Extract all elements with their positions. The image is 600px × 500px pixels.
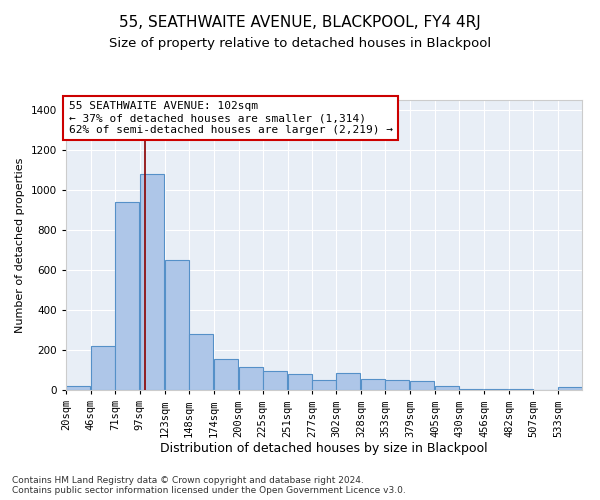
Text: Size of property relative to detached houses in Blackpool: Size of property relative to detached ho… [109,38,491,51]
Bar [410,381,434,390]
Bar [263,371,287,390]
Bar [459,389,483,390]
X-axis label: Distribution of detached houses by size in Blackpool: Distribution of detached houses by size … [160,442,488,455]
Bar [435,386,459,390]
Bar [214,359,238,390]
Bar [337,373,361,390]
Text: 55 SEATHWAITE AVENUE: 102sqm
← 37% of detached houses are smaller (1,314)
62% of: 55 SEATHWAITE AVENUE: 102sqm ← 37% of de… [68,102,392,134]
Bar [115,202,139,390]
Text: 55, SEATHWAITE AVENUE, BLACKPOOL, FY4 4RJ: 55, SEATHWAITE AVENUE, BLACKPOOL, FY4 4R… [119,15,481,30]
Bar [140,174,164,390]
Bar [313,380,337,390]
Bar [189,334,213,390]
Y-axis label: Number of detached properties: Number of detached properties [15,158,25,332]
Bar [91,346,115,390]
Bar [165,260,189,390]
Bar [239,367,263,390]
Text: Contains HM Land Registry data © Crown copyright and database right 2024.
Contai: Contains HM Land Registry data © Crown c… [12,476,406,495]
Bar [509,389,533,390]
Bar [484,389,508,390]
Bar [287,374,311,390]
Bar [385,380,409,390]
Bar [361,379,385,390]
Bar [66,386,90,390]
Bar [558,387,582,390]
